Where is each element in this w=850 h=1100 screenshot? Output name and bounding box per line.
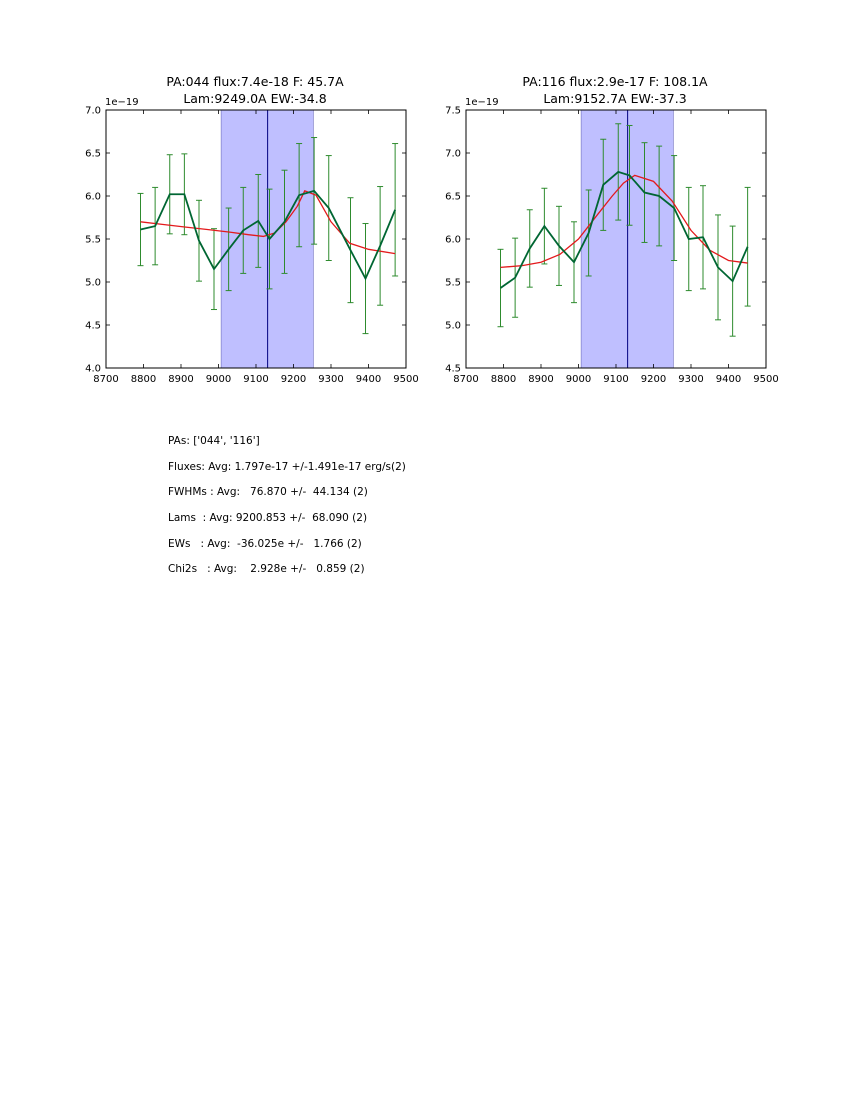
- left-ytick-label: 5.0: [85, 278, 101, 289]
- right-chart-title-line2: Lam:9152.7A EW:-37.3: [543, 91, 687, 106]
- left-chart-title-line2: Lam:9249.0A EW:-34.8: [183, 91, 327, 106]
- left-chart-panel: PA:044 flux:7.4e-18 F: 45.7A Lam:9249.0A…: [60, 72, 450, 392]
- stats-lams: Lams : Avg: 9200.853 +/- 68.090 (2): [168, 512, 368, 525]
- stats-pas: PAs: ['044', '116']: [168, 435, 260, 447]
- right-ytick-label: 5.0: [445, 321, 461, 332]
- right-ytick-label: 4.5: [445, 364, 461, 375]
- stats-fluxes: Fluxes: Avg: 1.797e-17 +/-1.491e-17 erg/…: [168, 460, 406, 473]
- left-data-line: [140, 189, 396, 281]
- right-data-line: [499, 170, 749, 289]
- left-xtick-label: 9100: [243, 374, 268, 385]
- left-ytick-label: 4.0: [85, 364, 101, 375]
- stats-block: PAs: ['044', '116'] Fluxes: Avg: 1.797e-…: [168, 434, 406, 588]
- left-xtick-label: 9200: [281, 374, 306, 385]
- left-xtick-label: 8700: [93, 374, 118, 385]
- right-xtick-label: 8900: [528, 374, 553, 385]
- left-chart-svg: 8700 8800 8900 9000 9100 9200 9300 9400 9500 4.0 4…: [85, 97, 419, 385]
- right-ytick-label: 5.5: [445, 278, 461, 289]
- right-xtick-label: 9000: [566, 374, 591, 385]
- left-ytick-label: 7.0: [85, 106, 101, 117]
- left-chart-title-line1: PA:044 flux:7.4e-18 F: 45.7A: [166, 74, 344, 89]
- left-offset-label: 1e−19: [105, 97, 139, 108]
- left-xtick-label: 9000: [206, 374, 231, 385]
- stats-ews: EWs : Avg: -36.025e +/- 1.766 (2): [168, 537, 362, 550]
- right-xtick-label: 9300: [678, 374, 703, 385]
- right-xtick-label: 9500: [753, 374, 778, 385]
- right-offset-label: 1e−19: [465, 97, 499, 108]
- left-xtick-label: 9400: [356, 374, 381, 385]
- left-xtick-label: 8800: [131, 374, 156, 385]
- right-chart-title-line1: PA:116 flux:2.9e-17 F: 108.1A: [522, 74, 708, 89]
- right-model-line: [500, 174, 748, 269]
- stats-chi2s: Chi2s : Avg: 2.928e +/- 0.859 (2): [168, 563, 365, 576]
- right-ytick-label: 6.0: [445, 235, 461, 246]
- left-ytick-label: 5.5: [85, 235, 101, 246]
- left-xtick-label: 9500: [393, 374, 418, 385]
- left-xtick-label: 9300: [318, 374, 343, 385]
- right-xtick-label: 9400: [716, 374, 741, 385]
- right-ytick-label: 7.0: [445, 149, 461, 160]
- right-xtick-label: 9200: [641, 374, 666, 385]
- left-ytick-label: 6.5: [85, 149, 101, 160]
- left-ytick-label: 6.0: [85, 192, 101, 203]
- right-chart-svg: 8700 8800 8900 9000 9100 9200 9300 9400 9500 4.5 5…: [445, 97, 779, 385]
- right-chart-panel: PA:116 flux:2.9e-17 F: 108.1A Lam:9152.7…: [420, 72, 810, 392]
- right-xtick-label: 9100: [603, 374, 628, 385]
- right-ytick-label: 7.5: [445, 106, 461, 117]
- left-plot-area: [137, 137, 399, 335]
- right-ytick-label: 6.5: [445, 192, 461, 203]
- right-plot-area: [497, 123, 751, 337]
- left-xtick-label: 8900: [168, 374, 193, 385]
- stats-fwhms: FWHMs : Avg: 76.870 +/- 44.134 (2): [168, 486, 368, 499]
- right-xtick-label: 8700: [453, 374, 478, 385]
- right-xtick-label: 8800: [491, 374, 516, 385]
- left-ytick-label: 4.5: [85, 321, 101, 332]
